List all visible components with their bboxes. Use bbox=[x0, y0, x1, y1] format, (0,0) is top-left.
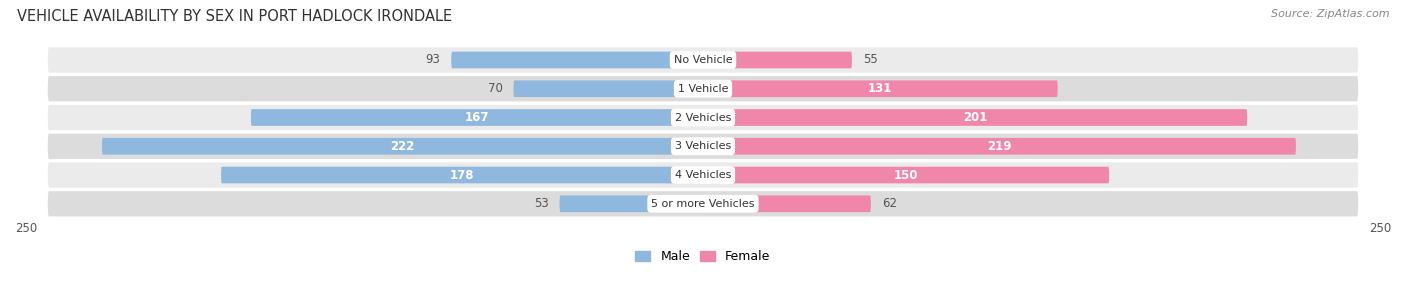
Text: 222: 222 bbox=[391, 140, 415, 153]
FancyBboxPatch shape bbox=[48, 191, 1358, 216]
FancyBboxPatch shape bbox=[513, 80, 703, 97]
FancyBboxPatch shape bbox=[48, 105, 1358, 130]
Text: VEHICLE AVAILABILITY BY SEX IN PORT HADLOCK IRONDALE: VEHICLE AVAILABILITY BY SEX IN PORT HADL… bbox=[17, 9, 451, 24]
FancyBboxPatch shape bbox=[703, 167, 1109, 183]
Text: Source: ZipAtlas.com: Source: ZipAtlas.com bbox=[1271, 9, 1389, 19]
FancyBboxPatch shape bbox=[703, 52, 852, 68]
Text: 3 Vehicles: 3 Vehicles bbox=[675, 141, 731, 151]
FancyBboxPatch shape bbox=[48, 162, 1358, 188]
Text: 1 Vehicle: 1 Vehicle bbox=[678, 84, 728, 94]
Text: 70: 70 bbox=[488, 82, 503, 95]
FancyBboxPatch shape bbox=[250, 109, 703, 126]
Legend: Male, Female: Male, Female bbox=[630, 245, 776, 268]
FancyBboxPatch shape bbox=[703, 196, 870, 212]
Text: 93: 93 bbox=[426, 54, 440, 66]
FancyBboxPatch shape bbox=[221, 167, 703, 183]
FancyBboxPatch shape bbox=[48, 134, 1358, 159]
FancyBboxPatch shape bbox=[101, 138, 703, 155]
Text: 167: 167 bbox=[464, 111, 489, 124]
FancyBboxPatch shape bbox=[48, 47, 1358, 73]
Text: 62: 62 bbox=[882, 197, 897, 210]
FancyBboxPatch shape bbox=[560, 196, 703, 212]
Text: 4 Vehicles: 4 Vehicles bbox=[675, 170, 731, 180]
FancyBboxPatch shape bbox=[703, 109, 1247, 126]
Text: 131: 131 bbox=[868, 82, 893, 95]
Text: 53: 53 bbox=[534, 197, 548, 210]
Text: 219: 219 bbox=[987, 140, 1012, 153]
Text: 150: 150 bbox=[894, 169, 918, 181]
Text: No Vehicle: No Vehicle bbox=[673, 55, 733, 65]
FancyBboxPatch shape bbox=[48, 76, 1358, 101]
Text: 201: 201 bbox=[963, 111, 987, 124]
FancyBboxPatch shape bbox=[703, 80, 1057, 97]
FancyBboxPatch shape bbox=[451, 52, 703, 68]
Text: 178: 178 bbox=[450, 169, 474, 181]
Text: 2 Vehicles: 2 Vehicles bbox=[675, 113, 731, 122]
Text: 5 or more Vehicles: 5 or more Vehicles bbox=[651, 199, 755, 209]
Text: 55: 55 bbox=[863, 54, 877, 66]
FancyBboxPatch shape bbox=[703, 138, 1296, 155]
